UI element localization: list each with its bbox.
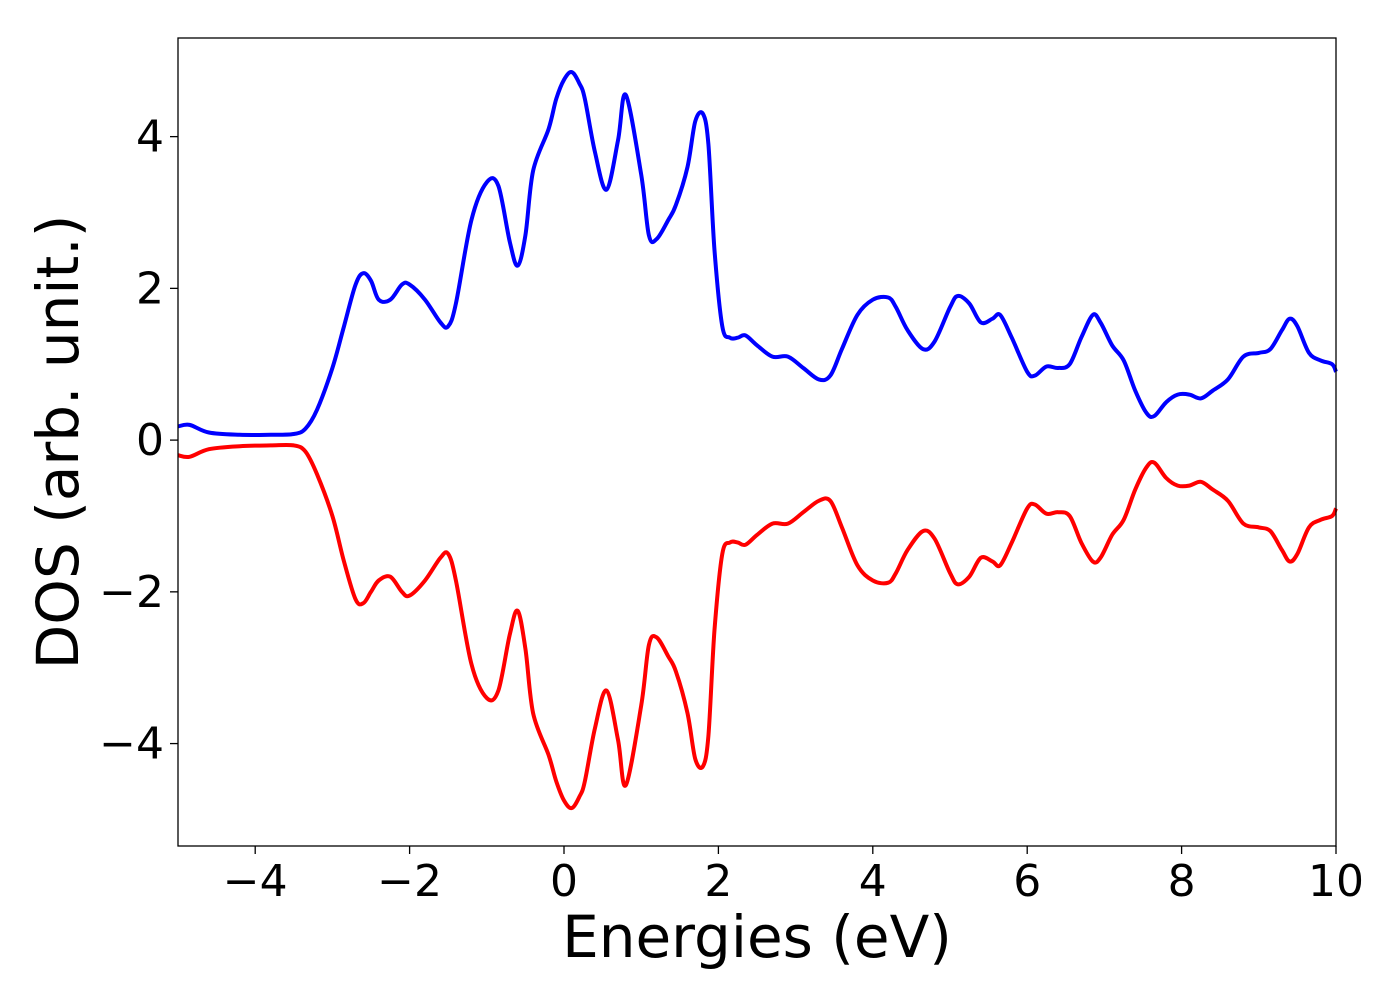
x-tick-label: 4: [859, 856, 887, 907]
series-line-1: [177, 70, 1338, 438]
series-layer: [177, 70, 1338, 811]
x-tick-label: 10: [1308, 856, 1364, 907]
x-axis-title: Energies (eV): [562, 903, 952, 971]
x-tick-label: −2: [377, 856, 442, 907]
plot-frame: [177, 37, 1337, 847]
x-tick-label: 8: [1168, 856, 1196, 907]
x-tick-label: 2: [704, 856, 732, 907]
y-tick-label: −4: [99, 719, 164, 770]
y-axis-title: DOS (arb. unit.): [24, 215, 92, 670]
y-tick-label: 4: [136, 112, 164, 163]
y-tick-label: −2: [99, 567, 164, 618]
y-tick-label: 2: [136, 263, 164, 314]
x-tick-label: −4: [223, 856, 288, 907]
y-tick-label: 0: [136, 415, 164, 466]
x-tick-label: 6: [1013, 856, 1041, 907]
x-axis-ticks: −4 −2 0 2 4 6 8 10: [223, 846, 1364, 907]
x-tick-label: 0: [550, 856, 578, 907]
y-axis-ticks: −4 −2 0 2 4: [99, 112, 178, 770]
series-line-2: [177, 442, 1338, 811]
